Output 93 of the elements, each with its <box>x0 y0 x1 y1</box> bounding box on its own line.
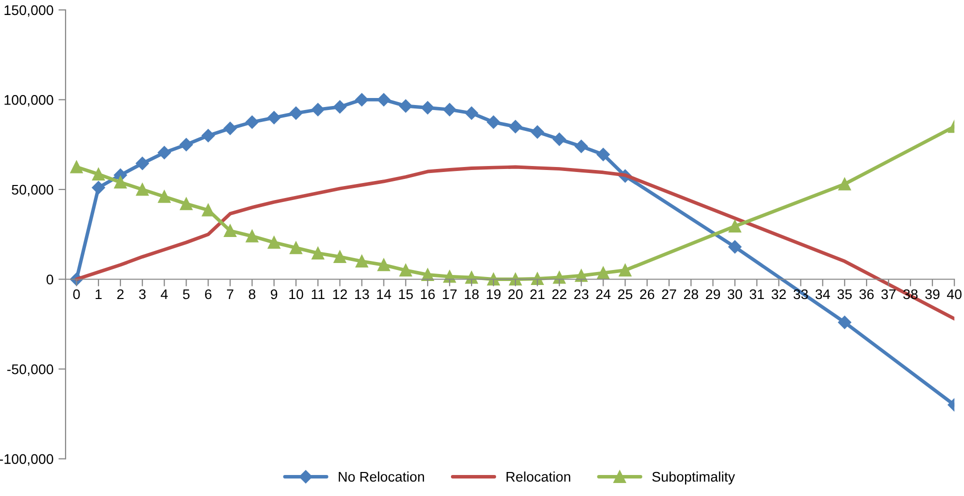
x-tick-label: 18 <box>464 289 479 300</box>
x-tick-label: 13 <box>355 289 369 300</box>
x-tick-label: 25 <box>618 289 632 300</box>
legend-label: No Relocation <box>338 472 424 482</box>
point <box>399 99 412 113</box>
x-tick-label: 32 <box>772 289 786 300</box>
x-tick-label: 14 <box>377 289 392 300</box>
point <box>574 140 588 153</box>
x-tick-label: 11 <box>312 289 324 300</box>
point <box>464 106 478 120</box>
point <box>356 255 368 268</box>
point <box>443 102 456 116</box>
point <box>114 176 127 189</box>
point <box>311 102 325 116</box>
x-tick-label: 20 <box>508 289 523 300</box>
point <box>596 266 610 280</box>
y-tick-label: -100,000 <box>0 454 54 466</box>
x-tick-label: 0 <box>73 289 80 300</box>
point <box>333 100 346 114</box>
point <box>268 236 280 249</box>
y-tick-label: 150,000 <box>4 5 54 17</box>
x-tick-label: 3 <box>139 289 146 300</box>
point <box>728 240 742 254</box>
x-tick-label: 23 <box>574 289 588 300</box>
x-tick-label: 36 <box>859 289 874 300</box>
point <box>158 190 171 203</box>
x-tick-label: 29 <box>706 289 720 300</box>
point <box>378 258 390 272</box>
x-tick-label: 31 <box>750 289 764 300</box>
point <box>224 122 237 136</box>
x-tick-label: 1 <box>96 289 102 300</box>
x-tick-label: 26 <box>640 289 654 300</box>
x-tick-label: 40 <box>946 289 962 300</box>
x-tick-label: 7 <box>226 289 234 300</box>
x-tick-label: 21 <box>530 289 544 300</box>
point <box>202 204 214 216</box>
point <box>552 132 566 146</box>
x-tick-label: 17 <box>442 289 457 300</box>
point <box>596 148 610 162</box>
x-tick-label: 22 <box>552 289 566 300</box>
point <box>202 129 215 142</box>
point <box>838 316 852 329</box>
point <box>246 116 259 129</box>
point <box>92 181 106 194</box>
x-tick-label: 15 <box>399 289 413 300</box>
x-tick-label: 35 <box>837 289 852 300</box>
point <box>136 183 149 196</box>
x-tick-label: 9 <box>270 289 278 300</box>
x-tick-label: 6 <box>205 289 212 300</box>
x-tick-label: 8 <box>248 289 256 300</box>
point <box>618 264 632 277</box>
legend-label: Suboptimality <box>652 472 735 484</box>
y-tick-label: 0 <box>46 274 54 284</box>
point <box>728 220 742 233</box>
x-tick-label: 24 <box>596 289 611 300</box>
point <box>838 178 851 190</box>
x-tick-label: 5 <box>182 289 190 300</box>
point <box>508 120 522 134</box>
point <box>486 116 500 129</box>
point <box>158 146 171 160</box>
x-tick-label: 34 <box>815 289 830 300</box>
x-tick-label: 19 <box>486 289 501 300</box>
point <box>530 125 544 139</box>
point <box>92 168 105 180</box>
point <box>334 250 346 264</box>
point <box>136 156 149 170</box>
point <box>224 224 236 238</box>
point <box>70 160 83 174</box>
x-tick-label: 28 <box>684 289 698 300</box>
point <box>290 242 302 254</box>
point <box>180 138 193 152</box>
point <box>421 101 434 114</box>
point <box>355 93 368 106</box>
x-tick-label: 2 <box>117 289 124 300</box>
point <box>267 111 281 124</box>
x-tick-label: 12 <box>333 289 347 300</box>
x-tick-label: 27 <box>662 289 676 300</box>
x-tick-label: 39 <box>925 289 940 300</box>
point <box>289 106 303 120</box>
y-tick-label: 100,000 <box>4 95 54 107</box>
point <box>246 230 258 242</box>
point <box>377 93 390 106</box>
x-tick-label: 10 <box>289 289 304 300</box>
point <box>312 246 324 260</box>
x-tick-label: 4 <box>160 289 168 300</box>
x-tick-label: 37 <box>881 289 896 300</box>
legend-label: Relocation <box>506 472 570 482</box>
y-tick-label: -50,000 <box>7 364 54 376</box>
x-tick-label: 30 <box>728 289 742 300</box>
y-tick-label: 50,000 <box>12 184 54 196</box>
x-tick-label: 16 <box>420 289 435 300</box>
point <box>180 198 193 210</box>
point <box>399 264 412 277</box>
